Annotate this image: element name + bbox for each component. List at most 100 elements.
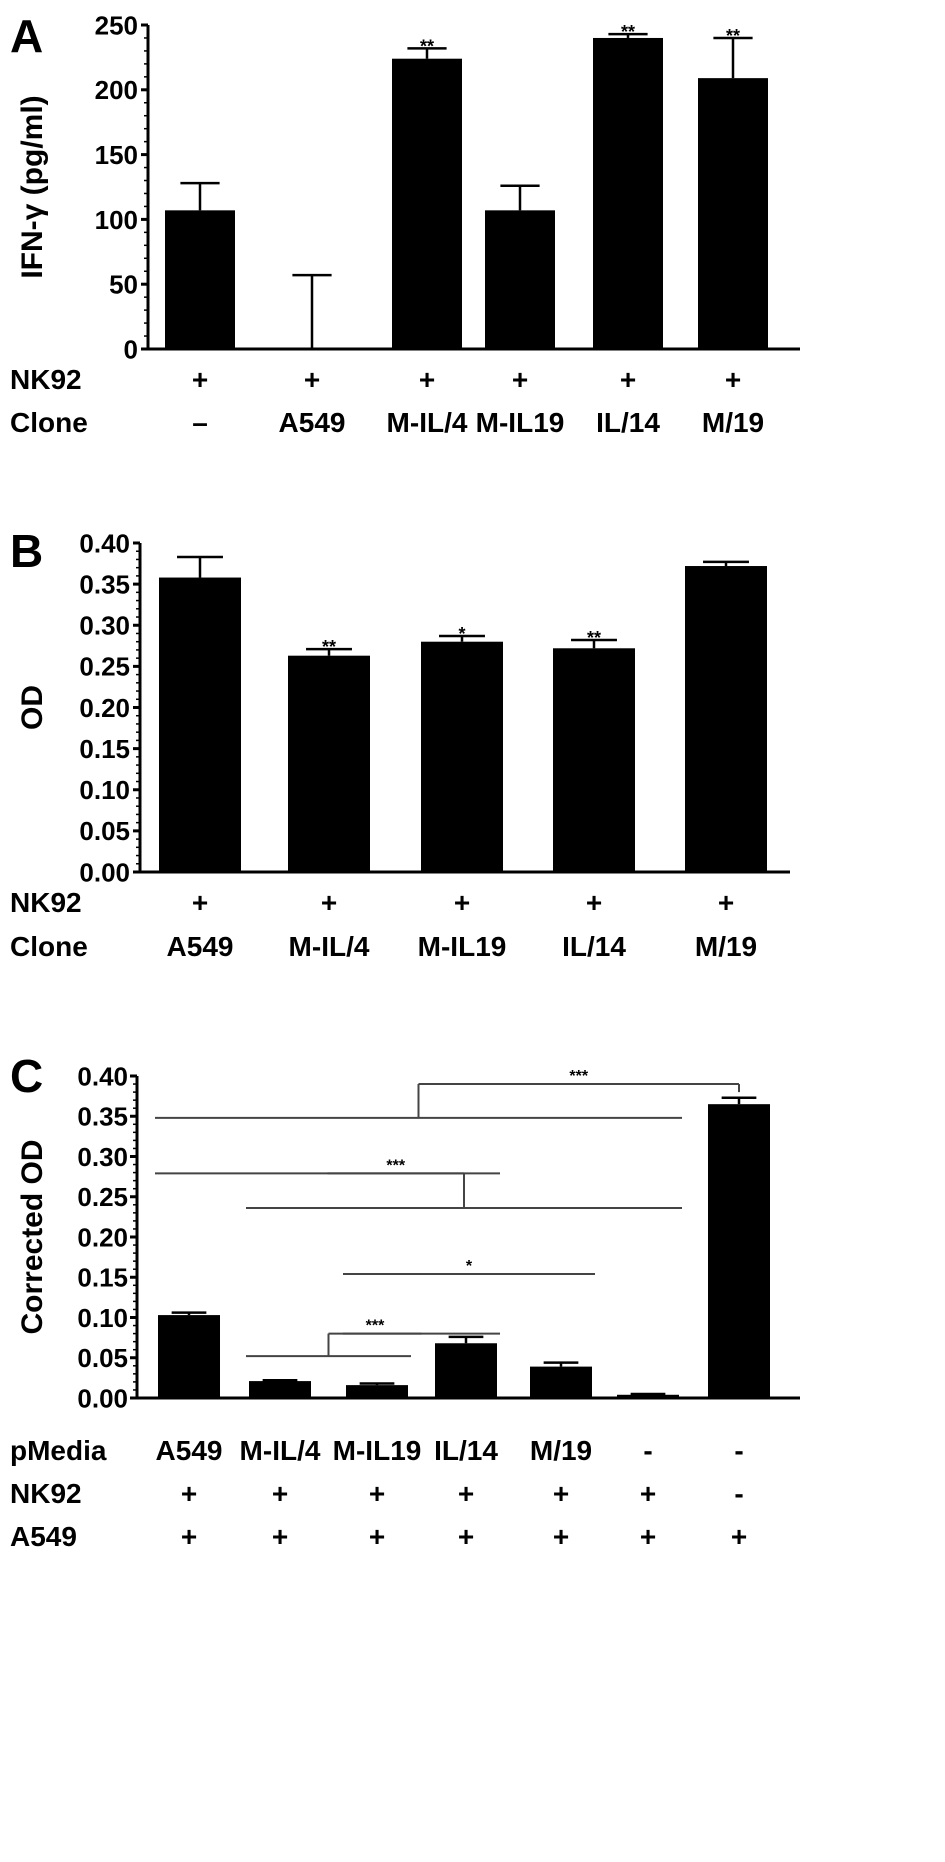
row-value: + bbox=[272, 1521, 288, 1552]
row-value: + bbox=[458, 1478, 474, 1509]
y-axis-label: IFN-γ (pg/ml) bbox=[16, 95, 49, 278]
row-value: IL/14 bbox=[434, 1435, 498, 1466]
row-value: M/19 bbox=[530, 1435, 592, 1466]
y-tick-label: 200 bbox=[95, 75, 138, 105]
y-tick-label: 0.10 bbox=[79, 775, 130, 805]
row-value: M-IL19 bbox=[418, 931, 507, 962]
row-value: + bbox=[369, 1478, 385, 1509]
bracket-label: * bbox=[466, 1258, 473, 1275]
row-value: + bbox=[192, 364, 208, 395]
row-value: + bbox=[419, 364, 435, 395]
row-value: M-IL19 bbox=[476, 407, 565, 438]
y-tick-label: 0.40 bbox=[77, 1061, 128, 1091]
panel-c-chart: 0.00 0.05 0.10 0.15 0.20 0.25 0.30 0.35 0.40 Corr… bbox=[10, 1061, 800, 1552]
significance-label: * bbox=[458, 624, 465, 644]
row-value: + bbox=[181, 1478, 197, 1509]
bar bbox=[158, 1315, 220, 1398]
row-value: + bbox=[640, 1521, 656, 1552]
bar bbox=[346, 1385, 408, 1398]
panel-label-c: C bbox=[10, 1050, 43, 1102]
row-value: + bbox=[553, 1521, 569, 1552]
row-value: + bbox=[192, 887, 208, 918]
row-label: NK92 bbox=[10, 1478, 82, 1509]
row-value: IL/14 bbox=[562, 931, 626, 962]
bar bbox=[159, 577, 241, 872]
row-value: + bbox=[181, 1521, 197, 1552]
row-value: A549 bbox=[279, 407, 346, 438]
row-value: M/19 bbox=[695, 931, 757, 962]
bar bbox=[392, 58, 462, 350]
y-tick-label: 0.30 bbox=[79, 611, 130, 641]
bar bbox=[708, 1104, 770, 1398]
significance-label: ** bbox=[621, 22, 635, 42]
y-tick-label: 100 bbox=[95, 205, 138, 235]
row-label: NK92 bbox=[10, 887, 82, 918]
y-tick-label: 0.15 bbox=[77, 1263, 128, 1293]
bracket-label: *** bbox=[386, 1157, 405, 1174]
y-tick-label: 150 bbox=[95, 140, 138, 170]
bar bbox=[685, 566, 767, 872]
bar bbox=[553, 648, 635, 872]
row-value: A549 bbox=[156, 1435, 223, 1466]
row-value: + bbox=[272, 1478, 288, 1509]
row-value: + bbox=[454, 887, 470, 918]
row-value: + bbox=[304, 364, 320, 395]
row-value: M-IL/4 bbox=[289, 931, 370, 962]
bar bbox=[530, 1366, 592, 1398]
y-tick-label: 0.15 bbox=[79, 734, 130, 764]
bar bbox=[165, 210, 235, 349]
y-tick-label: 0.05 bbox=[79, 816, 130, 846]
row-value: + bbox=[321, 887, 337, 918]
row-value: + bbox=[620, 364, 636, 395]
y-tick-label: 0 bbox=[124, 334, 138, 364]
row-value: M/19 bbox=[702, 407, 764, 438]
panel-a-chart: 0 50 100 150 200 250 IFN-γ (pg/ml) ** ** ** NK92 Cl… bbox=[10, 10, 800, 438]
y-tick-label: 0.00 bbox=[77, 1383, 128, 1413]
bracket-label: *** bbox=[366, 1318, 385, 1335]
y-tick-label: 0.35 bbox=[77, 1102, 128, 1132]
panel-label-a: A bbox=[10, 10, 43, 62]
bar bbox=[249, 1381, 311, 1398]
row-value: IL/14 bbox=[596, 407, 660, 438]
significance-label: ** bbox=[726, 26, 740, 46]
row-value: + bbox=[731, 1521, 747, 1552]
y-tick-label: 0.20 bbox=[77, 1222, 128, 1252]
row-value: + bbox=[718, 887, 734, 918]
bar bbox=[593, 37, 663, 350]
significance-label: ** bbox=[587, 628, 601, 648]
bar bbox=[617, 1394, 679, 1398]
row-value: M-IL/4 bbox=[240, 1435, 321, 1466]
row-value: M-IL/4 bbox=[387, 407, 468, 438]
row-label: A549 bbox=[10, 1521, 77, 1552]
row-value: + bbox=[725, 364, 741, 395]
y-axis-label: Corrected OD bbox=[16, 1139, 49, 1334]
y-tick-label: 0.40 bbox=[79, 528, 130, 558]
y-tick-label: 50 bbox=[109, 270, 138, 300]
y-tick-label: 0.20 bbox=[79, 693, 130, 723]
bar bbox=[435, 1343, 497, 1398]
row-label: pMedia bbox=[10, 1435, 107, 1466]
row-label: Clone bbox=[10, 407, 88, 438]
row-value: + bbox=[369, 1521, 385, 1552]
bar bbox=[288, 655, 370, 872]
row-value: – bbox=[192, 407, 208, 438]
row-label: NK92 bbox=[10, 364, 82, 395]
y-tick-label: 250 bbox=[95, 10, 138, 40]
significance-label: ** bbox=[420, 36, 434, 56]
row-value: - bbox=[643, 1435, 652, 1466]
row-value: + bbox=[458, 1521, 474, 1552]
significance-label: ** bbox=[322, 637, 336, 657]
bar bbox=[421, 641, 503, 872]
row-value: + bbox=[512, 364, 528, 395]
y-tick-label: 0.05 bbox=[77, 1343, 128, 1373]
row-value: - bbox=[734, 1478, 743, 1509]
y-tick-label: 0.00 bbox=[79, 857, 130, 887]
y-tick-label: 0.30 bbox=[77, 1142, 128, 1172]
bar bbox=[485, 210, 555, 349]
row-value: A549 bbox=[167, 931, 234, 962]
row-value: + bbox=[640, 1478, 656, 1509]
row-value: M-IL19 bbox=[333, 1435, 422, 1466]
bracket-label: *** bbox=[569, 1068, 588, 1085]
panel-b-chart: 0.000.050.100.150.200.250.300.350.40OD**… bbox=[10, 528, 790, 962]
